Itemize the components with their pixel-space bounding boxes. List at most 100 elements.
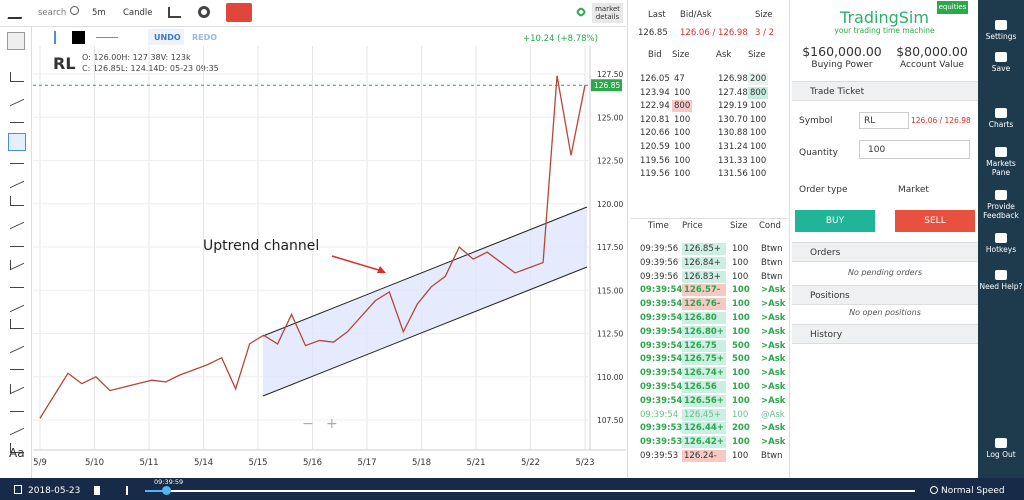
x-tick-label: 5/15 [248,458,267,468]
drawing-tool[interactable] [10,72,24,82]
indicator-icon[interactable] [168,7,181,18]
playback-bar [0,478,1024,500]
annotation-arrow [331,255,383,272]
drawing-tool[interactable] [10,278,24,288]
drawing-tool[interactable] [10,195,24,206]
sell-button[interactable]: SELL [895,210,975,232]
column-header: Price [682,221,703,231]
nav-label[interactable]: Save [991,64,1011,73]
y-tick-label: 122.50 [597,157,623,166]
drawing-tool[interactable] [10,237,24,247]
bank-button[interactable] [226,3,252,22]
nav-item[interactable]: Log Out [978,438,1024,459]
zoom-button[interactable]: + [326,416,338,432]
column-header: Size [755,10,773,20]
market-details-button[interactable]: market details [592,3,623,23]
nav-label[interactable]: Hotkeys [985,245,1017,254]
tape-cell: >Ask [761,354,786,365]
column-header: Size [730,221,748,231]
section-header[interactable]: Positions [792,285,978,305]
book-cell: 119.56 [640,169,670,180]
section-header[interactable]: Trade Ticket [792,81,978,101]
play-button[interactable] [94,486,100,495]
section-header[interactable]: Orders [792,242,978,262]
zoom-button[interactable]: − [302,416,314,432]
column-header: Time [648,221,669,231]
x-tick-label: 5/23 [575,458,594,468]
tape-cell: 126.56+ [682,394,726,407]
nav-item[interactable]: Charts [978,108,1024,129]
settings-icon[interactable] [198,6,210,18]
redo-button[interactable]: REDO [192,33,218,42]
crosshair-tool[interactable] [7,32,25,50]
nav-item[interactable]: Save [978,52,1024,73]
channel-line [262,266,588,397]
color-swatch[interactable] [54,31,56,44]
price-line [39,75,586,419]
interval[interactable]: 5m [92,8,106,18]
nav-label[interactable]: Need Help? [979,282,1023,291]
tape-cell: 500 [732,354,750,365]
speed-icon[interactable] [930,486,938,494]
tape-cell: 126.44+ [682,422,726,435]
step-button[interactable] [126,486,133,495]
line-style[interactable] [96,37,118,38]
book-cell: 119.56 [640,155,670,166]
search-icon[interactable] [70,6,79,15]
book-cell: 100 [750,142,767,152]
nav-label[interactable]: Log Out [986,450,1016,459]
last-price-tag [591,79,622,92]
tape-cell: 126.45+ [682,408,726,421]
badge: equities [937,1,968,14]
book-cell: 127.48 [718,87,748,98]
chart-style[interactable]: Candle [123,8,153,18]
book-cell: 123.94 [640,87,670,98]
color-swatch[interactable] [72,31,85,44]
drawing-tool[interactable] [10,113,24,124]
nav-label[interactable]: Markets Pane [986,159,1016,177]
nav-item[interactable]: Settings [978,20,1024,41]
quantity-input[interactable]: 100 [859,140,970,159]
nav-label[interactable]: Settings [985,32,1017,41]
drawing-tool[interactable] [10,402,24,412]
drawing-tool[interactable] [10,442,24,453]
search-input[interactable]: search [38,8,67,18]
timeline-handle[interactable] [162,486,171,495]
nav-item[interactable]: Provide Feedback [978,190,1024,220]
order-type-select[interactable]: Market [898,185,929,195]
speed-select[interactable]: Normal Speed [941,486,1005,496]
nav-icon [995,20,1007,30]
calendar-icon[interactable] [14,485,22,494]
drawing-tool[interactable] [10,360,24,371]
drawing-tool[interactable] [10,154,24,165]
book-cell: 130.70 [718,114,748,125]
tool-column [0,27,32,478]
tape-cell: 09:39:54 [640,299,683,310]
nav-item[interactable]: Hotkeys [978,233,1024,254]
tape-cell: 126.76- [682,298,726,311]
timeline-track[interactable] [145,490,915,492]
book-cell: 100 [674,87,691,98]
tape-cell: 09:39:54 [640,313,683,323]
nav-item[interactable]: Markets Pane [978,147,1024,177]
nav-item[interactable]: Need Help? [978,270,1024,291]
drawing-tool[interactable] [10,319,24,330]
nav-label[interactable]: Charts [988,120,1014,129]
section-header[interactable]: History [792,324,978,344]
undo-button[interactable]: UNDO [148,29,184,45]
tape-cell: 09:39:54 [640,382,683,392]
nav-label[interactable]: Provide Feedback [983,202,1019,220]
symbol-input[interactable]: RL [859,112,909,129]
tape-cell: 09:39:54 [640,395,683,406]
text-tool[interactable]: Aa [9,446,25,460]
nav-icon [995,270,1007,280]
channel-tool[interactable] [8,133,26,151]
buy-button[interactable]: BUY [795,210,875,232]
last-price: 126.85 [638,28,668,38]
y-tick-label: 112.50 [597,330,623,339]
y-tick-label: 125.00 [597,113,623,122]
tape-cell: 126.42+ [682,436,726,449]
playback-time: 09:39:59 [154,478,184,486]
change-label: +10.24 (+8.78%) [523,34,598,44]
column-header: Bid/Ask [680,10,712,20]
